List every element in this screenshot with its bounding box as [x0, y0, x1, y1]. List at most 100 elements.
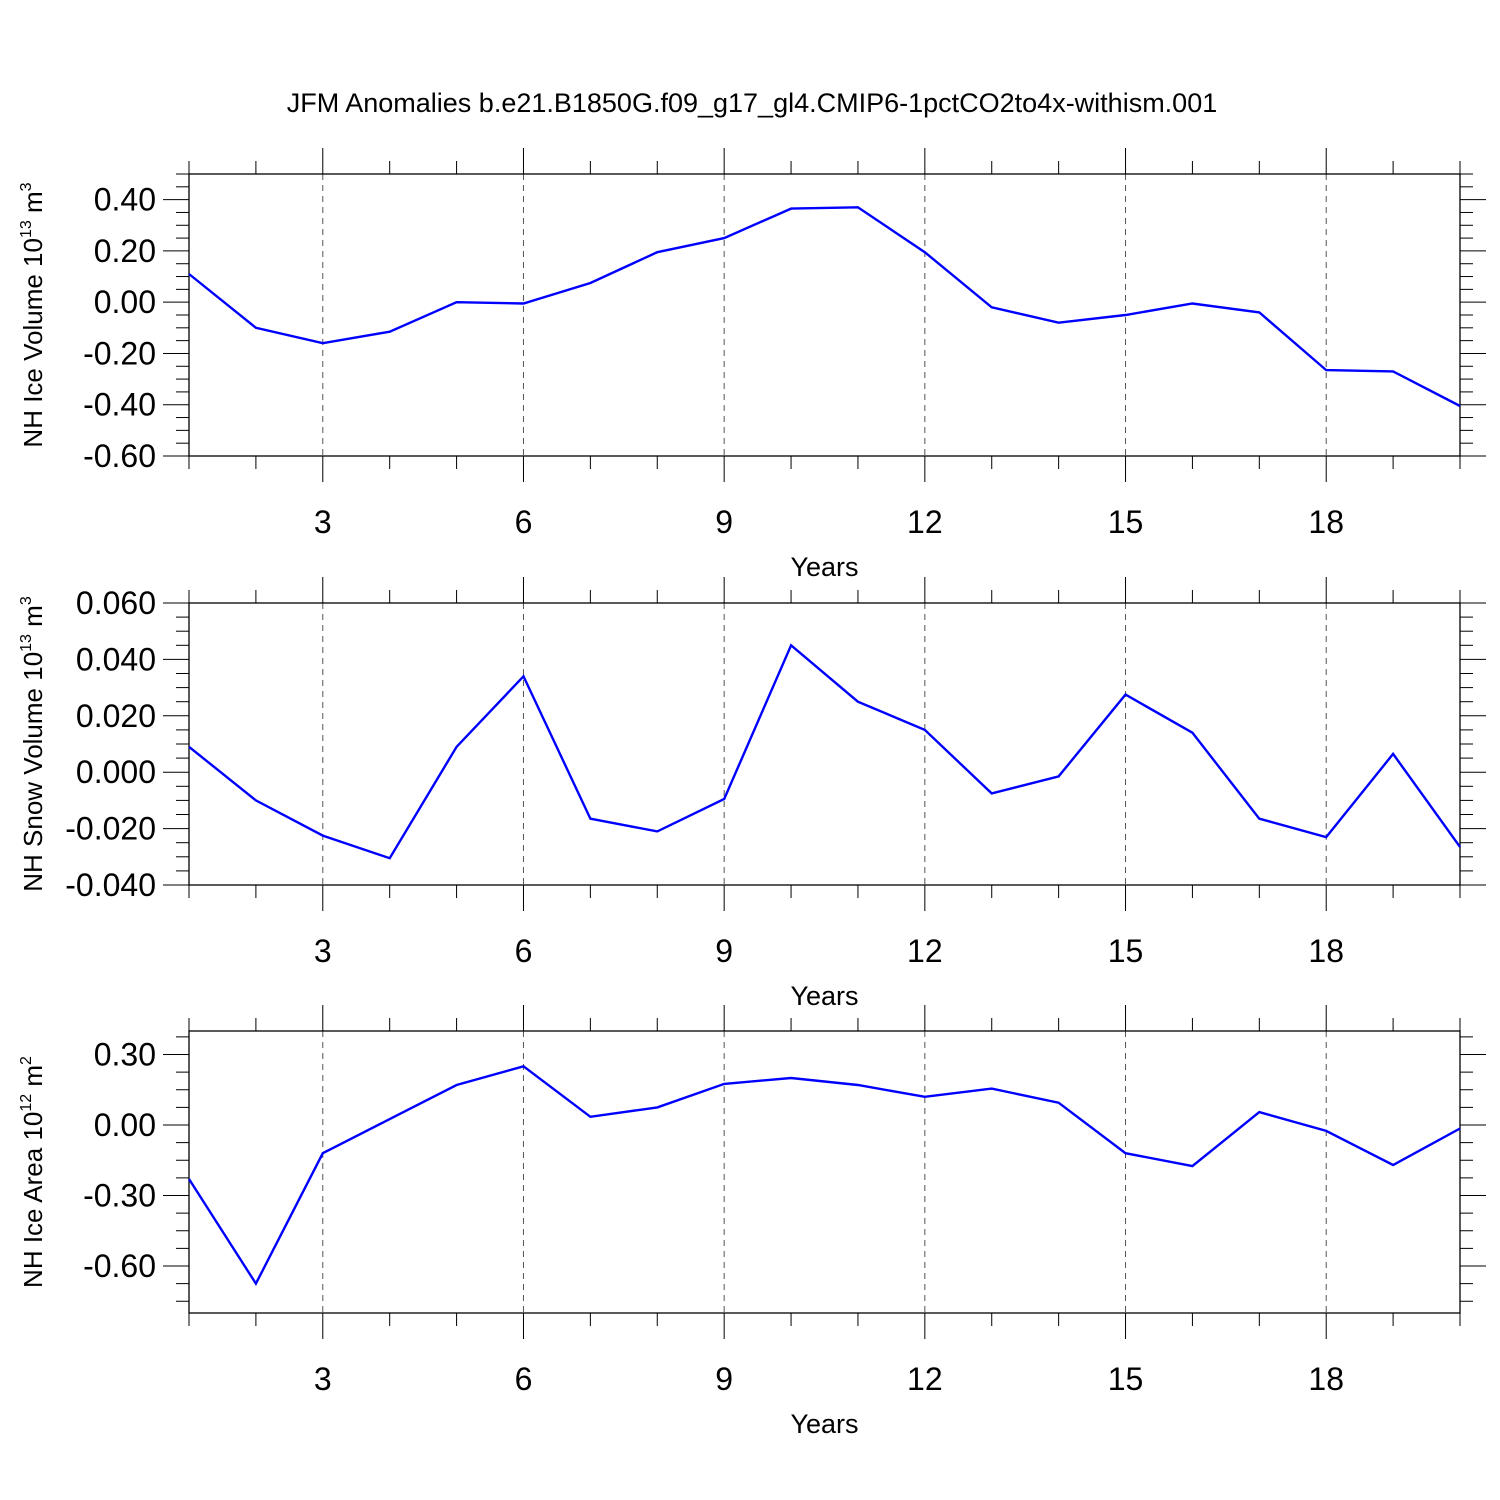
- data-point: [521, 301, 525, 305]
- data-point: [856, 1083, 860, 1087]
- y-tick-label: 0.40: [94, 182, 156, 218]
- y-tick-label: -0.60: [83, 438, 156, 474]
- x-tick-label: 15: [1108, 1361, 1144, 1397]
- data-point: [1257, 1110, 1261, 1114]
- data-point: [1190, 301, 1194, 305]
- y-tick-label: 0.000: [76, 754, 156, 790]
- data-point: [990, 1087, 994, 1091]
- y-tick-label: -0.30: [83, 1178, 156, 1214]
- data-point: [655, 250, 659, 254]
- data-point: [254, 1282, 258, 1286]
- y-tick-label: 0.20: [94, 233, 156, 269]
- chart-title: JFM Anomalies b.e21.B1850G.f09_g17_gl4.C…: [287, 88, 1218, 118]
- data-point: [1324, 835, 1328, 839]
- data-point: [1057, 321, 1061, 325]
- data-point: [789, 1076, 793, 1080]
- data-point: [388, 1117, 392, 1121]
- data-point: [588, 1115, 592, 1119]
- data-point: [923, 728, 927, 732]
- panel-1: -0.60 -0.40 -0.20 0.00 0.20 0.40 3 6 9 12 15 18 Year…: [18, 148, 1486, 582]
- x-axis-label: Years: [790, 981, 858, 1011]
- y-tick-label: -0.040: [65, 867, 156, 903]
- data-point: [1190, 731, 1194, 735]
- x-tick-label: 3: [314, 933, 332, 969]
- y-tick-label: 0.00: [94, 1107, 156, 1143]
- data-point: [990, 791, 994, 795]
- x-axis-label: Years: [790, 1409, 858, 1439]
- x-tick-label: 3: [314, 1361, 332, 1397]
- data-point: [1391, 752, 1395, 756]
- y-tick-label: 0.30: [94, 1037, 156, 1073]
- data-point: [990, 305, 994, 309]
- x-tick-label: 12: [907, 1361, 943, 1397]
- panel-2: -0.040 -0.020 0.000 0.020 0.040 0.060 3 6 9 12 15 1…: [18, 577, 1486, 1011]
- plot-frame: [188, 173, 1461, 457]
- x-tick-label: 18: [1308, 933, 1344, 969]
- plot-frame: [188, 1030, 1461, 1314]
- data-point: [856, 700, 860, 704]
- data-point: [1257, 310, 1261, 314]
- data-point: [321, 1151, 325, 1155]
- data-point: [722, 797, 726, 801]
- data-point: [1124, 1151, 1128, 1155]
- data-point: [1190, 1164, 1194, 1168]
- data-point: [321, 834, 325, 838]
- data-point: [1391, 369, 1395, 373]
- data-point: [1057, 774, 1061, 778]
- data-point: [321, 341, 325, 345]
- data-point: [388, 330, 392, 334]
- data-point: [187, 272, 191, 276]
- data-point: [923, 250, 927, 254]
- x-axis-label: Years: [790, 552, 858, 582]
- y-axis-label: NH Ice Area 1012 m2: [18, 1056, 48, 1288]
- data-point: [388, 856, 392, 860]
- x-tick-label: 6: [515, 1361, 533, 1397]
- y-axis-label: NH Ice Volume 1013 m3: [18, 182, 48, 447]
- data-point: [1324, 368, 1328, 372]
- data-point: [455, 745, 459, 749]
- data-point: [521, 1064, 525, 1068]
- y-tick-label: -0.60: [83, 1248, 156, 1284]
- data-point: [1057, 1101, 1061, 1105]
- y-tick-label: -0.020: [65, 811, 156, 847]
- x-tick-label: 18: [1308, 504, 1344, 540]
- data-point: [1257, 817, 1261, 821]
- x-tick-label: 15: [1108, 504, 1144, 540]
- y-tick-label: 0.040: [76, 641, 156, 677]
- x-tick-label: 3: [314, 504, 332, 540]
- x-tick-label: 6: [515, 933, 533, 969]
- y-tick-label: 0.020: [76, 698, 156, 734]
- series-line: [188, 643, 1461, 860]
- series-line: [188, 206, 1461, 408]
- x-tick-label: 9: [715, 1361, 733, 1397]
- x-tick-label: 9: [715, 933, 733, 969]
- data-point: [923, 1095, 927, 1099]
- data-point: [1391, 1163, 1395, 1167]
- data-point: [722, 1082, 726, 1086]
- data-point: [588, 281, 592, 285]
- x-tick-label: 6: [515, 504, 533, 540]
- data-point: [455, 1083, 459, 1087]
- data-point: [1458, 845, 1462, 849]
- plot-frame: [188, 602, 1461, 886]
- series-line: [187, 1064, 1461, 1287]
- x-tick-label: 15: [1108, 933, 1144, 969]
- x-tick-label: 18: [1308, 1361, 1344, 1397]
- data-point: [722, 236, 726, 240]
- y-tick-label: 0.060: [76, 585, 156, 621]
- x-tick-label: 9: [715, 504, 733, 540]
- data-point: [254, 798, 258, 802]
- data-point: [254, 326, 258, 330]
- x-tick-label: 12: [907, 933, 943, 969]
- y-tick-label: -0.20: [83, 335, 156, 371]
- data-point: [655, 1105, 659, 1109]
- data-point: [655, 829, 659, 833]
- data-point: [187, 745, 191, 749]
- data-point: [856, 205, 860, 209]
- data-point: [588, 817, 592, 821]
- y-tick-label: 0.00: [94, 284, 156, 320]
- y-tick-label: -0.40: [83, 387, 156, 423]
- data-point: [1124, 313, 1128, 317]
- data-point: [789, 207, 793, 211]
